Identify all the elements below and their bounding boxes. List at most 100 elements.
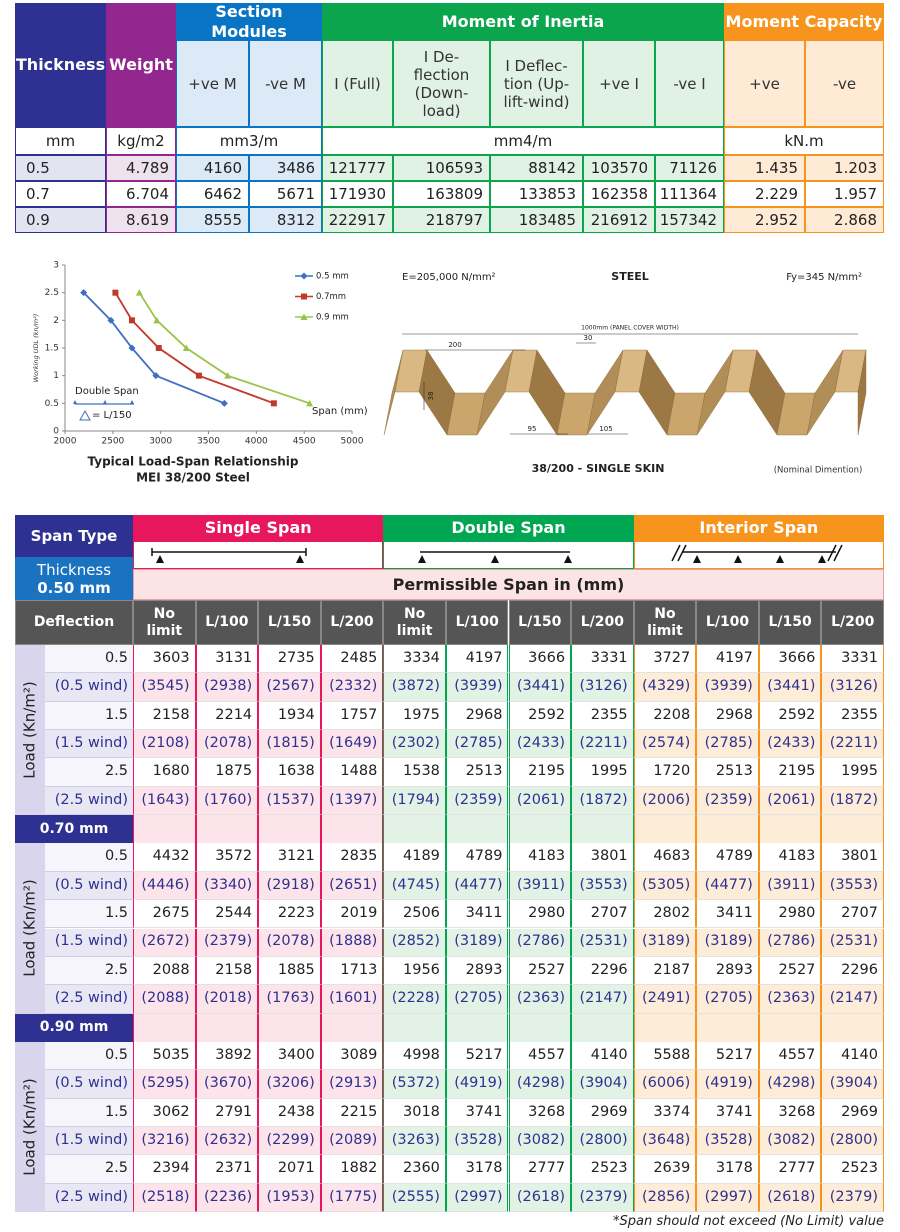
x-tick-label: 2000 [54,437,77,447]
profile-face [418,349,456,436]
separator-cell [696,815,759,844]
span-value: (2705) [445,985,509,1014]
span-value: 2158 [133,701,196,731]
span-value: 2893 [696,956,759,986]
span-value: (1872) [571,786,634,816]
profile-face [556,392,596,436]
span-value: (2913) [320,1070,384,1099]
span-value: 1720 [633,758,697,787]
span-value: (2147) [821,985,884,1014]
span-value: 1975 [383,701,446,731]
profile-face [528,349,566,436]
span-value: (2089) [320,1126,384,1156]
deflection-header: L/150 [758,600,822,645]
profile-face [834,349,867,393]
span-value: (2379) [195,928,259,957]
span-value: (4477) [696,871,759,901]
profile-face [504,349,538,393]
span-value: (5295) [133,1070,196,1099]
span-value: (2299) [258,1126,321,1156]
group-header: Moment of Inertia [322,3,724,40]
point [195,372,202,379]
span-value: 2735 [258,645,321,674]
point [224,372,232,379]
span-value: (3904) [571,1070,634,1099]
span-value: 1885 [258,956,321,986]
span-value: (2918) [258,871,321,901]
thickness-value: 0.50 mm [37,578,111,597]
span-value: (3670) [195,1070,259,1099]
span-value: (3911) [758,871,822,901]
legend-marker [301,293,307,300]
span-value: 2187 [633,956,697,986]
load-value: (0.5 wind) [45,1070,133,1099]
span-value: 4189 [383,843,446,872]
span-type-label: Span Type [15,515,133,557]
span-value: 1713 [320,956,384,986]
deflection-header: No limit [383,600,446,645]
cell: 2.952 [724,207,805,233]
cell: 1.957 [805,181,884,207]
y-tick-label: 1 [53,371,59,381]
header-weight: Weight [106,3,176,127]
span-value: 2158 [195,956,259,986]
point [135,289,143,296]
span-value: (2359) [445,786,509,816]
span-value: 1757 [320,701,384,731]
span-value: (2491) [633,985,697,1014]
span-value: 2394 [133,1155,196,1184]
span-value: 3062 [133,1098,196,1127]
span-value: (2555) [383,1183,446,1212]
span-value: (2531) [821,928,884,957]
span-value: 2802 [633,900,697,929]
span-value: 3018 [383,1098,446,1127]
span-value: (4298) [758,1070,822,1099]
load-label: Load (Kn/m²) [21,879,40,978]
span-value: (2147) [571,985,634,1014]
span-value: 3121 [258,843,321,872]
load-value: 1.5 [45,900,133,929]
legend-label: 0.5 mm [316,272,349,282]
span-value: 1538 [383,758,446,787]
y-tick-label: 0.5 [45,399,59,409]
cell: 0.5 [15,155,106,181]
span-value: 4183 [508,843,572,872]
point [107,316,115,324]
profile-face [666,392,706,436]
span-value: (5372) [383,1070,446,1099]
point [80,289,88,297]
load-label-cell: Load (Kn/m²) [15,843,45,1014]
cell: 111364 [655,181,724,207]
cell: 222917 [322,207,393,233]
span-value: (4745) [383,871,446,901]
cell: 106593 [393,155,490,181]
span-value: 2980 [508,900,572,929]
span-value: (1794) [383,786,446,816]
span-group: Interior Span [633,515,884,541]
load-value: (2.5 wind) [45,786,133,816]
x-tick-label: 3000 [149,437,172,447]
separator-cell [258,815,321,844]
span-value: (1763) [258,985,321,1014]
span-value: (2061) [758,786,822,816]
separator-cell [633,815,697,844]
span-value: 2968 [696,701,759,731]
span-value: 2969 [821,1098,884,1127]
span-value: (3189) [633,928,697,957]
span-value: (3126) [821,673,884,702]
point [220,399,228,407]
unit: mm3/m [176,127,322,155]
load-value: 1.5 [45,701,133,731]
profile-face [476,349,514,436]
span-value: (3340) [195,871,259,901]
span-value: 3089 [320,1041,384,1071]
load-value: (1.5 wind) [45,928,133,957]
separator-cell [571,1013,634,1042]
deflection-header: L/100 [696,600,759,645]
load-value: (2.5 wind) [45,1183,133,1212]
span-value: 3727 [633,645,697,674]
series-line [114,292,275,405]
span-value: (2800) [571,1126,634,1156]
load-value: 0.5 [45,1041,133,1071]
span-value: 2513 [696,758,759,787]
